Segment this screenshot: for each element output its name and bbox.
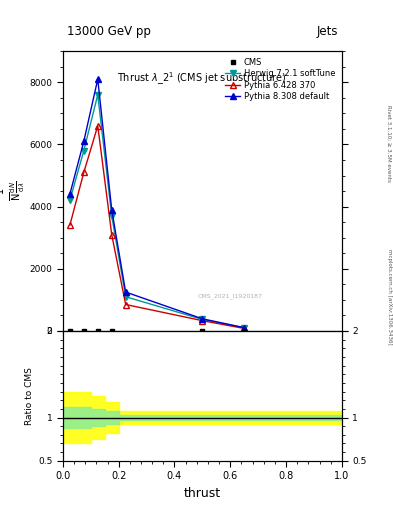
CMS xyxy=(242,328,247,334)
Herwig 7.2.1 softTune xyxy=(109,213,114,219)
Text: Jets: Jets xyxy=(316,26,338,38)
Pythia 6.428 370 xyxy=(95,123,100,129)
Y-axis label: Ratio to CMS: Ratio to CMS xyxy=(25,367,34,425)
Pythia 6.428 370 xyxy=(242,325,247,331)
Pythia 8.308 default xyxy=(109,207,114,213)
Text: Thrust $\lambda\_2^1$ (CMS jet substructure): Thrust $\lambda\_2^1$ (CMS jet substruct… xyxy=(118,71,287,88)
Herwig 7.2.1 softTune xyxy=(200,316,205,323)
Y-axis label: $\mathrm{1}$
$\overline{\mathrm{N}}\,\frac{\mathrm{d}N}{\mathrm{d}\lambda}$: $\mathrm{1}$ $\overline{\mathrm{N}}\,\fr… xyxy=(0,181,27,201)
CMS xyxy=(95,328,100,334)
Herwig 7.2.1 softTune xyxy=(68,197,72,203)
Pythia 8.308 default xyxy=(242,325,247,331)
Pythia 6.428 370 xyxy=(123,302,128,308)
Line: Pythia 8.308 default: Pythia 8.308 default xyxy=(67,76,247,331)
Pythia 6.428 370 xyxy=(200,317,205,324)
Pythia 6.428 370 xyxy=(68,222,72,228)
Pythia 8.308 default xyxy=(95,76,100,82)
CMS xyxy=(200,328,205,334)
Text: CMS_2021_I1920187: CMS_2021_I1920187 xyxy=(198,293,263,299)
Herwig 7.2.1 softTune xyxy=(123,294,128,300)
CMS xyxy=(109,328,114,334)
CMS xyxy=(68,328,72,334)
Pythia 8.308 default xyxy=(200,316,205,322)
Pythia 8.308 default xyxy=(123,289,128,295)
Herwig 7.2.1 softTune xyxy=(95,92,100,98)
Herwig 7.2.1 softTune xyxy=(81,147,86,154)
Pythia 6.428 370 xyxy=(81,169,86,176)
X-axis label: thrust: thrust xyxy=(184,487,221,500)
Line: Herwig 7.2.1 softTune: Herwig 7.2.1 softTune xyxy=(67,92,247,331)
Pythia 8.308 default xyxy=(68,191,72,197)
Herwig 7.2.1 softTune xyxy=(242,325,247,331)
CMS xyxy=(81,328,86,334)
Legend: CMS, Herwig 7.2.1 softTune, Pythia 6.428 370, Pythia 8.308 default: CMS, Herwig 7.2.1 softTune, Pythia 6.428… xyxy=(223,55,338,104)
Text: Rivet 3.1.10; ≥ 3.5M events: Rivet 3.1.10; ≥ 3.5M events xyxy=(387,105,391,182)
Line: Pythia 6.428 370: Pythia 6.428 370 xyxy=(67,123,247,332)
Text: 13000 GeV pp: 13000 GeV pp xyxy=(67,26,151,38)
Text: mcplots.cern.ch [arXiv:1306.3436]: mcplots.cern.ch [arXiv:1306.3436] xyxy=(387,249,391,345)
Line: CMS: CMS xyxy=(68,329,247,333)
Pythia 6.428 370 xyxy=(109,231,114,238)
Pythia 8.308 default xyxy=(81,138,86,144)
